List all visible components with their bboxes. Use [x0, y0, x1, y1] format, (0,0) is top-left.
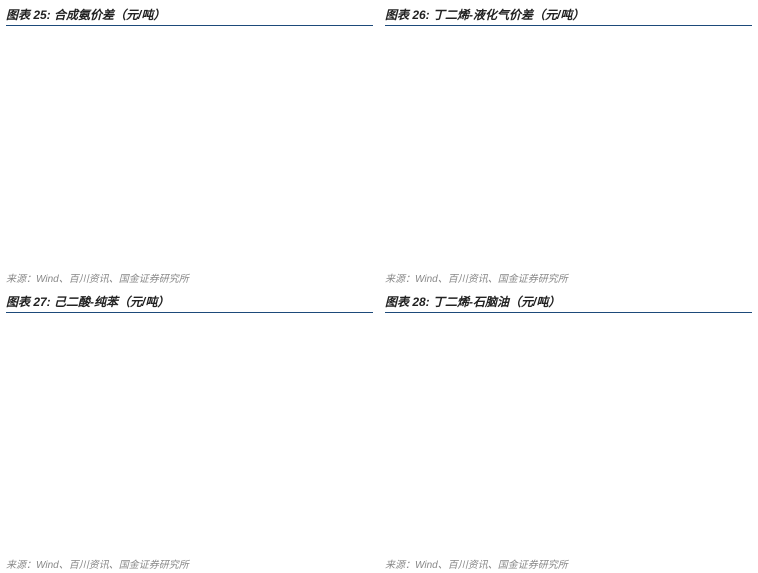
panel-27: 图表 27: 己二酸-纯苯（元/吨） 来源：Wind、百川资讯、国金证券研究所: [0, 287, 379, 573]
chart-title: 图表 26: 丁二烯-液化气价差（元/吨）: [385, 6, 584, 23]
source-text: 来源：Wind、百川资讯、国金证券研究所: [385, 556, 752, 571]
source-text: 来源：Wind、百川资讯、国金证券研究所: [385, 270, 752, 285]
chart-title-row: 图表 28: 丁二烯-石脑油（元/吨）: [385, 291, 752, 313]
chart-title: 图表 27: 己二酸-纯苯（元/吨）: [6, 293, 169, 310]
panel-25: 图表 25: 合成氨价差（元/吨） 来源：Wind、百川资讯、国金证券研究所: [0, 0, 379, 287]
chart-title: 图表 28: 丁二烯-石脑油（元/吨）: [385, 293, 560, 310]
chart-area-26: [385, 30, 752, 268]
chart-grid: 图表 25: 合成氨价差（元/吨） 来源：Wind、百川资讯、国金证券研究所 图…: [0, 0, 758, 573]
chart-area-28: [385, 317, 752, 555]
chart-area-27: [6, 317, 373, 555]
chart-title-row: 图表 27: 己二酸-纯苯（元/吨）: [6, 291, 373, 313]
chart-title-row: 图表 26: 丁二烯-液化气价差（元/吨）: [385, 4, 752, 26]
chart-title-row: 图表 25: 合成氨价差（元/吨）: [6, 4, 373, 26]
source-text: 来源：Wind、百川资讯、国金证券研究所: [6, 556, 373, 571]
chart-title: 图表 25: 合成氨价差（元/吨）: [6, 6, 165, 23]
panel-28: 图表 28: 丁二烯-石脑油（元/吨） 来源：Wind、百川资讯、国金证券研究所: [379, 287, 758, 573]
panel-26: 图表 26: 丁二烯-液化气价差（元/吨） 来源：Wind、百川资讯、国金证券研…: [379, 0, 758, 287]
chart-area-25: [6, 30, 373, 268]
source-text: 来源：Wind、百川资讯、国金证券研究所: [6, 270, 373, 285]
